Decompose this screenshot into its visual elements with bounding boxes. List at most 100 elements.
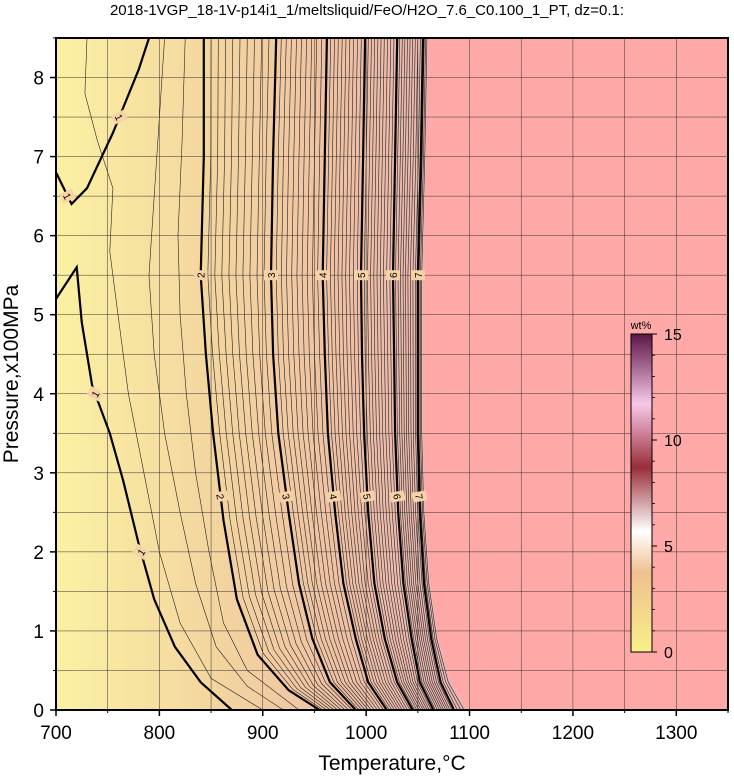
y-tick-label: 8 (33, 69, 44, 90)
contour-label-bg (278, 490, 295, 503)
contour-label-group: 1 (132, 543, 150, 561)
y-tick-label: 4 (33, 385, 44, 406)
contour-label-6: 6 (390, 493, 402, 501)
contour-label-bg (132, 543, 150, 561)
x-tick-label: 1300 (655, 723, 697, 744)
contour-label-bg (354, 270, 368, 281)
x-tick-label: 800 (144, 723, 176, 744)
contour-label-bg (264, 270, 278, 281)
contour-line-6 (391, 38, 435, 710)
contour-label-3: 3 (267, 272, 278, 278)
contour-label-bg (193, 270, 208, 281)
x-tick-label: 1200 (552, 723, 594, 744)
contour-label-group: 2 (212, 490, 229, 503)
contour-label-2: 2 (197, 272, 208, 278)
contour-label-bg (389, 490, 406, 503)
contour-line-5 (359, 38, 414, 710)
fine-contour-line (235, 38, 338, 710)
y-tick-label: 2 (33, 543, 44, 564)
plot-area: 1 1 1 1 2 2 3 3 4 4 5 5 6 6 7 7 (56, 38, 728, 710)
fine-contour-line (207, 38, 324, 710)
colorbar-tick-label: 0 (664, 645, 673, 662)
fine-contour-line (221, 38, 331, 710)
x-tick-label: 1100 (449, 723, 490, 744)
contour-label-bg (410, 270, 425, 281)
contour-label-7: 7 (412, 493, 424, 501)
contour-label-7: 7 (414, 272, 425, 278)
y-axis-ticks: 0 1 2 3 4 5 6 7 8 (33, 37, 56, 722)
contour-label-group: 3 (278, 490, 295, 503)
y-tick-label: 1 (33, 622, 44, 643)
y-tick-label: 5 (33, 306, 44, 327)
contour-label-1: 1 (60, 192, 73, 202)
contour-label-group: 5 (359, 490, 376, 503)
chart-title: 2018-1VGP_18-1V-p14i1_1/meltsliquid/FeO/… (110, 2, 624, 19)
contour-label-group: 1 (86, 385, 104, 402)
grid-lines (56, 38, 728, 710)
y-tick-label: 7 (33, 148, 44, 169)
contour-label-bg (411, 490, 428, 503)
contour-label-5: 5 (357, 272, 368, 278)
contour-label-6: 6 (389, 272, 400, 278)
contour-label-group: 1 (110, 109, 128, 125)
x-tick-label: 1000 (345, 723, 387, 744)
contour-label-group: 2 (193, 270, 208, 281)
contour-label-group: 4 (325, 490, 342, 503)
contour-label-bg (59, 188, 77, 204)
colorbar-unit-label: wt% (630, 320, 652, 332)
contour-label-group: 7 (410, 270, 425, 281)
x-axis-label: Temperature,°C (318, 752, 465, 775)
fine-contour-line (228, 38, 335, 710)
contour-label-group: 3 (264, 270, 278, 281)
contour-labels: 1 1 1 1 2 2 3 3 4 4 5 5 6 6 7 7 (59, 109, 428, 561)
colorbar-ticks: 0 5 10 15 (652, 327, 682, 662)
contour-label-1: 1 (136, 547, 148, 558)
colorbar-gradient (630, 333, 653, 653)
contour-line-4 (321, 38, 388, 710)
contour-label-bg (86, 385, 104, 402)
y-axis-label: Pressure,x100MPa (0, 284, 23, 463)
contour-label-bg (315, 270, 330, 281)
contour-label-group: 5 (354, 270, 368, 281)
contour-label-bg (359, 490, 376, 503)
fine-contour-line (249, 38, 346, 710)
major-contours (56, 38, 455, 710)
contour-line-7 (416, 38, 455, 710)
contour-label-group: 7 (411, 490, 428, 503)
y-tick-label: 3 (33, 464, 44, 485)
x-tick-label: 700 (40, 723, 72, 744)
contour-label-bg (325, 490, 342, 503)
x-tick-label: 900 (247, 723, 279, 744)
colorbar-tick-label: 10 (664, 433, 682, 450)
plot-frame (55, 37, 729, 711)
x-axis-ticks: 700 800 900 1000 1100 1200 1300 (40, 710, 729, 744)
contour-label-group: 6 (386, 270, 400, 281)
contour-label-group: 6 (389, 490, 406, 503)
fine-contours (84, 38, 465, 710)
contour-label-bg (386, 270, 400, 281)
contour-label-5: 5 (360, 493, 372, 501)
contour-label-4: 4 (326, 493, 338, 501)
contour-line-3 (269, 38, 357, 710)
contour-label-4: 4 (319, 272, 330, 278)
fine-contour-line (263, 38, 353, 710)
contour-label-group: 1 (59, 188, 77, 204)
contour-line-2 (199, 38, 321, 710)
y-tick-label: 0 (33, 701, 44, 722)
fine-contour-line (242, 38, 342, 710)
fine-contour-line (214, 38, 328, 710)
contour-label-3: 3 (279, 493, 291, 501)
contour-line-1 (56, 264, 233, 710)
contour-label-group: 4 (315, 270, 330, 281)
colorbar: wt% 0 5 10 15 (630, 320, 682, 662)
contour-label-2: 2 (213, 493, 225, 501)
colorbar-tick-label: 15 (664, 327, 682, 344)
colorbar-tick-label: 5 (664, 539, 673, 556)
y-tick-label: 6 (33, 227, 44, 248)
contour-label-bg (212, 490, 229, 503)
contour-label-bg (110, 109, 128, 125)
contour-label-1: 1 (112, 113, 125, 123)
fine-contour-line (256, 38, 349, 710)
contour-label-1: 1 (90, 389, 103, 400)
